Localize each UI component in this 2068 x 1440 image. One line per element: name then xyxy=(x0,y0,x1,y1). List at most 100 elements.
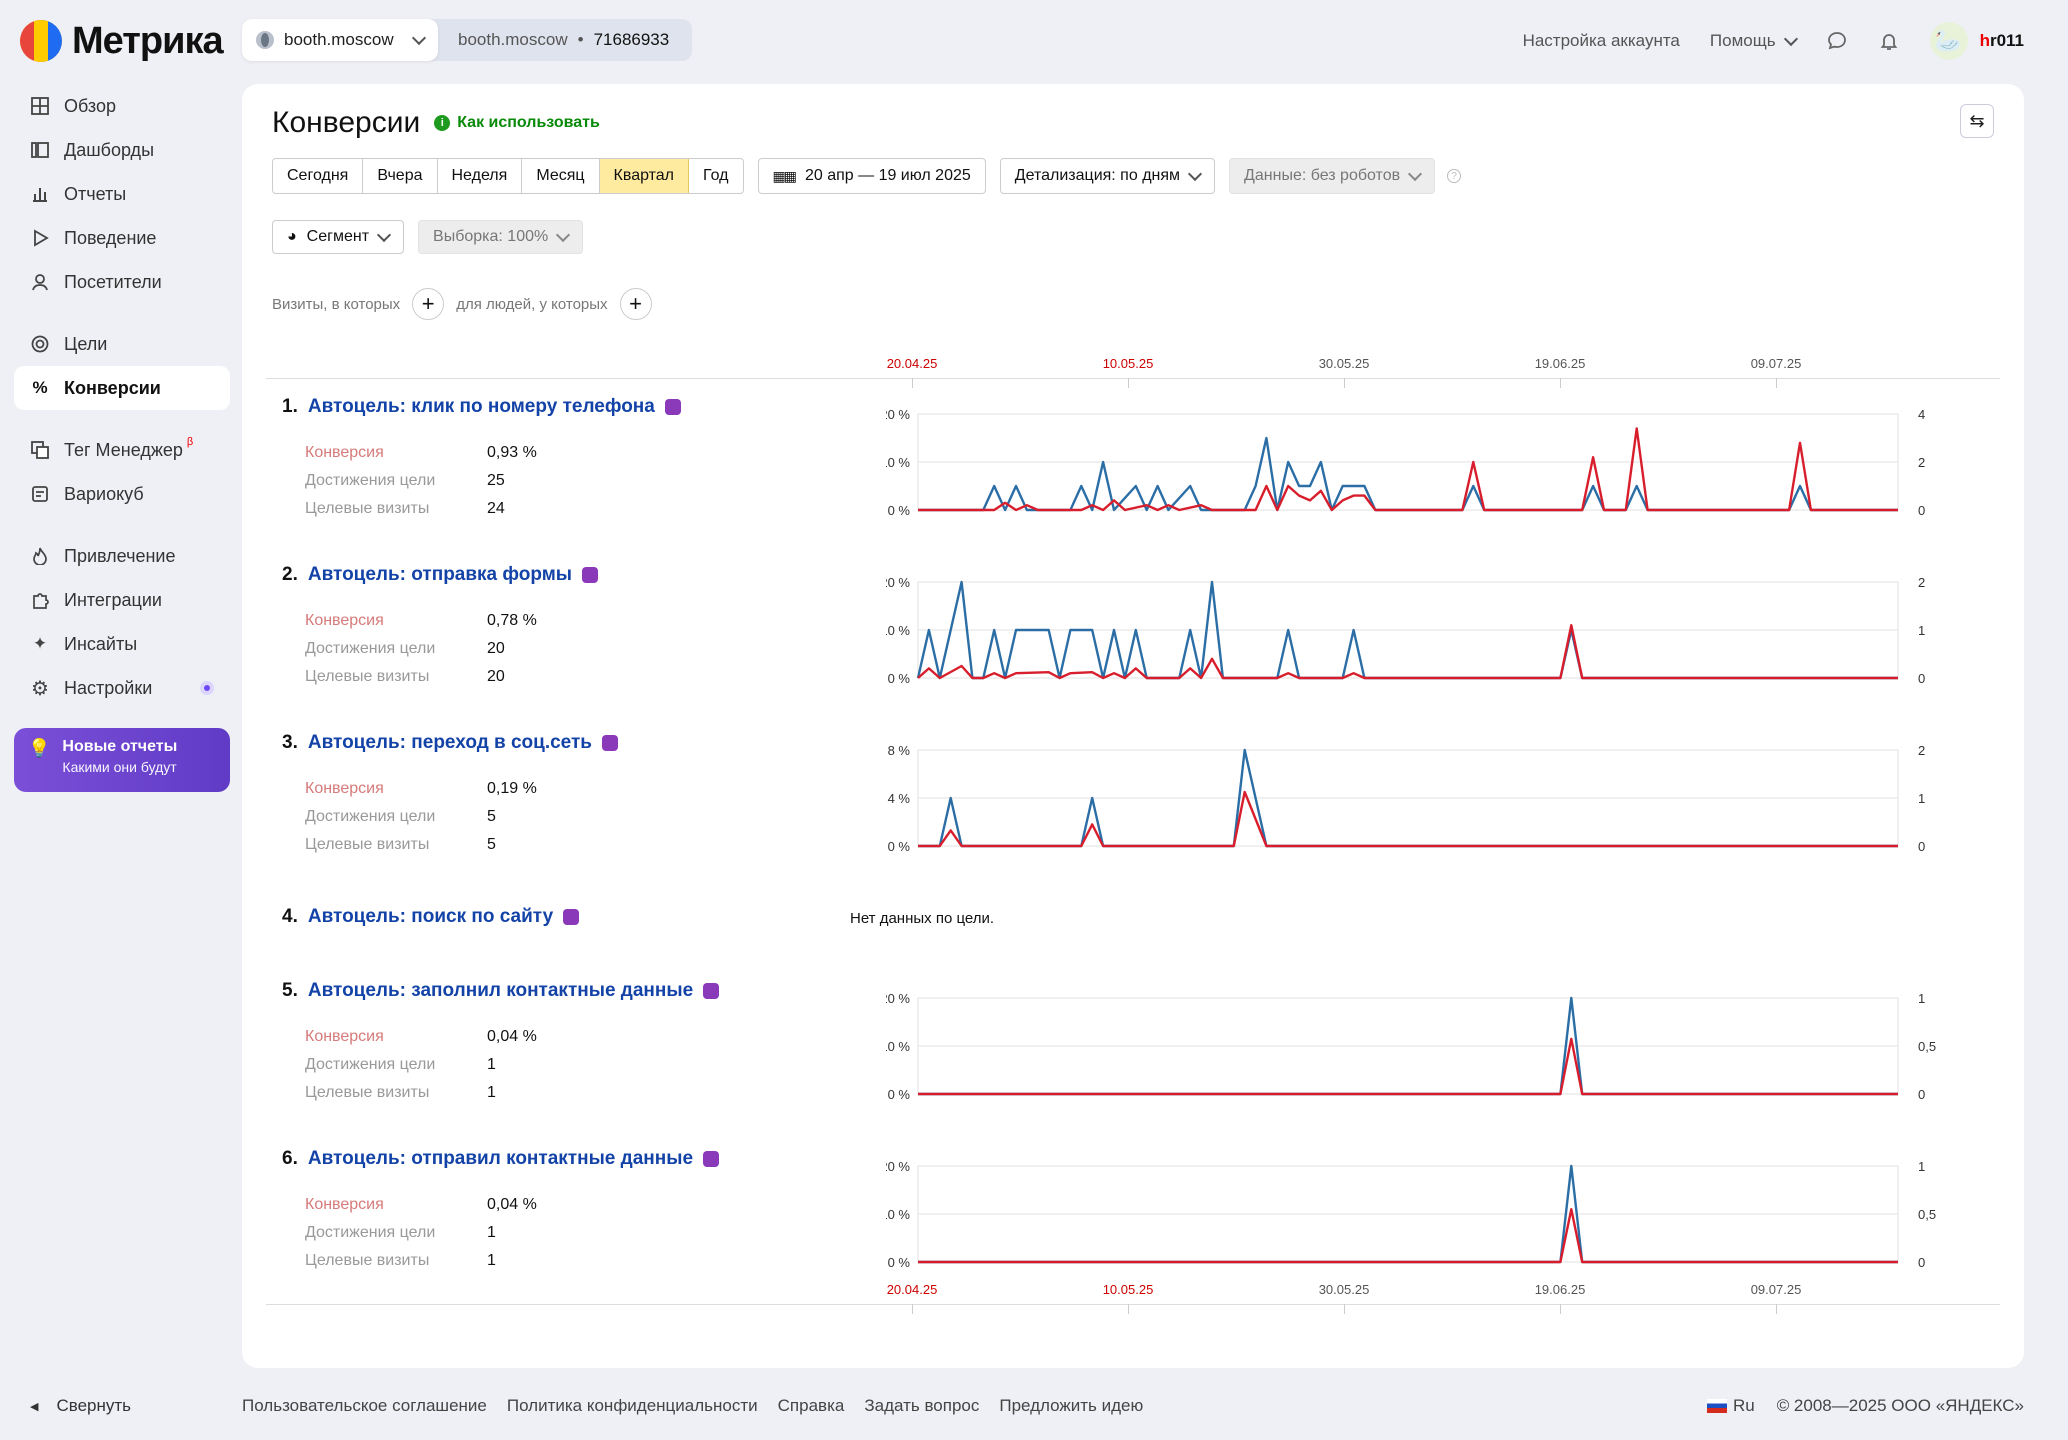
question-icon[interactable]: ? xyxy=(1447,169,1462,183)
footer-link-idea[interactable]: Предложить идею xyxy=(999,1396,1144,1415)
social-icon xyxy=(602,735,618,751)
date-tick-label: 30.05.25 xyxy=(1318,356,1370,371)
right-tick-label: 2 xyxy=(1918,743,1925,758)
counter-separator: • xyxy=(577,30,584,49)
metrika-logo[interactable]: Метрика xyxy=(20,18,224,64)
sidebar-item-overview[interactable]: Обзор xyxy=(14,84,230,128)
goal-title-link[interactable]: 6. Автоцель: отправил контактные данные xyxy=(282,1148,720,1170)
visits-filter-label: Визиты, в которых xyxy=(272,295,401,313)
sidebar-item-acquisition[interactable]: Привлечение xyxy=(14,534,230,578)
sidebar-item-settings[interactable]: ⚙ Настройки xyxy=(14,666,230,710)
date-range-picker[interactable]: ▦▦ 20 апр — 19 июл 2025 xyxy=(757,158,986,194)
period-quarter[interactable]: Квартал xyxy=(599,159,690,193)
tag-manager-icon xyxy=(30,440,50,460)
sidebar-item-insights[interactable]: ✦ Инсайты xyxy=(14,622,230,666)
conversion-series-line xyxy=(917,624,1898,680)
how-to-use-link[interactable]: i Как использовать xyxy=(434,114,600,132)
sidebar: Обзор Дашборды Отчеты Поведение Посетите… xyxy=(14,84,230,792)
metric-label: Целевые визиты xyxy=(305,668,430,685)
goal-title: Автоцель: заполнил контактные данные xyxy=(307,980,694,1001)
conversion-series-line xyxy=(918,1037,1898,1096)
left-tick-label: 0 % xyxy=(888,503,911,518)
sidebar-item-reports[interactable]: Отчеты xyxy=(14,172,230,216)
goal-title-link[interactable]: 3. Автоцель: переход в соц.сеть xyxy=(282,732,618,754)
footer-link-terms[interactable]: Пользовательское соглашение xyxy=(242,1396,487,1415)
goal-title: Автоцель: отправка формы xyxy=(307,564,573,585)
chevron-down-icon xyxy=(376,227,392,242)
sidebar-item-goals[interactable]: Цели xyxy=(14,322,230,366)
footer-link-help[interactable]: Справка xyxy=(777,1396,845,1415)
metric-value-visits: 24 xyxy=(487,500,505,517)
metric-label: Конверсия xyxy=(305,612,384,629)
left-tick-label: 0 % xyxy=(888,1255,911,1270)
account-settings-link[interactable]: Настройка аккаунта xyxy=(1522,31,1680,50)
sidebar-item-label: Инсайты xyxy=(64,633,138,654)
right-tick-label: 0 xyxy=(1918,1087,1925,1102)
period-month[interactable]: Месяц xyxy=(522,159,600,193)
left-tick-label: 0 % xyxy=(888,1087,911,1102)
footer-link-privacy[interactable]: Политика конфиденциальности xyxy=(506,1396,758,1415)
bell-icon[interactable] xyxy=(1878,30,1900,52)
metric-value-achievements: 1 xyxy=(487,1224,496,1241)
sidebar-item-behavior[interactable]: Поведение xyxy=(14,216,230,260)
grid-icon xyxy=(30,96,50,116)
period-week[interactable]: Неделя xyxy=(438,159,523,193)
period-today[interactable]: Сегодня xyxy=(273,159,364,193)
gear-icon: ⚙ xyxy=(31,677,49,700)
date-tick xyxy=(1560,1304,1561,1314)
bar-chart-icon xyxy=(30,184,50,204)
sample-dropdown[interactable]: Выборка: 100% xyxy=(418,220,584,254)
footer-link-ask[interactable]: Задать вопрос xyxy=(864,1396,980,1415)
counter-dropdown[interactable]: booth.moscow xyxy=(242,19,438,61)
date-tick-label: 20.04.25 xyxy=(886,1282,938,1297)
info-icon: i xyxy=(434,115,451,131)
sidebar-item-dashboards[interactable]: Дашборды xyxy=(14,128,230,172)
help-dropdown[interactable]: Помощь xyxy=(1710,31,1798,51)
goal-number: 4. xyxy=(282,906,298,927)
share-icon[interactable]: ⇆ xyxy=(1960,104,1994,138)
detail-dropdown[interactable]: Детализация: по дням xyxy=(999,158,1216,194)
beta-badge: β xyxy=(186,436,194,448)
add-people-condition-button[interactable]: + xyxy=(619,288,652,320)
chat-icon[interactable] xyxy=(1826,30,1848,52)
sidebar-item-label: Цели xyxy=(64,333,108,354)
dashboard-icon xyxy=(30,140,50,160)
segment-label: Сегмент xyxy=(306,228,370,245)
left-tick-label: 10 % xyxy=(886,1207,910,1222)
date-axis-bottom: 20.04.25 10.05.25 30.05.25 19.06.25 09.07.25 xyxy=(266,1278,2000,1314)
date-tick-label: 30.05.25 xyxy=(1318,1282,1370,1297)
lightbulb-icon: 💡 xyxy=(28,738,51,758)
main-content: Конверсии i Как использовать ⇆ Сегодня Вч… xyxy=(242,84,2024,1368)
language-switch[interactable]: Ru xyxy=(1706,1396,1755,1416)
sidebar-item-visitors[interactable]: Посетители xyxy=(14,260,230,304)
date-tick-label: 20.04.25 xyxy=(886,356,938,371)
goal-title-link[interactable]: 2. Автоцель: отправка формы xyxy=(282,564,599,586)
notification-dot xyxy=(200,681,214,695)
data-filter-label: Данные: без роботов xyxy=(1244,167,1401,184)
sidebar-item-integrations[interactable]: Интеграции xyxy=(14,578,230,622)
date-tick xyxy=(912,1304,913,1314)
segment-dropdown[interactable]: ◕ Сегмент xyxy=(272,220,405,254)
period-yesterday[interactable]: Вчера xyxy=(363,159,438,193)
sidebar-item-label: Посетители xyxy=(64,271,162,292)
avatar: 🦢 xyxy=(1929,22,1968,60)
period-year[interactable]: Год xyxy=(703,167,729,184)
counter-info: booth.moscow • 71686933 xyxy=(438,30,669,50)
goal-title-link[interactable]: 5. Автоцель: заполнил контактные данные xyxy=(282,980,720,1002)
goal-number: 6. xyxy=(282,1148,298,1169)
sidebar-item-tag-manager[interactable]: Тег Менеджер β xyxy=(14,428,230,472)
sidebar-item-variocube[interactable]: Вариокуб xyxy=(14,472,230,516)
data-filter-dropdown[interactable]: Данные: без роботов xyxy=(1229,158,1436,194)
sidebar-item-label: Привлечение xyxy=(64,545,176,566)
collapse-sidebar-button[interactable]: ◀ Свернуть xyxy=(30,1396,131,1416)
user-menu[interactable]: 🦢 hr011 xyxy=(1929,22,2024,60)
goal-title-link[interactable]: 1. Автоцель: клик по номеру телефона xyxy=(282,396,681,418)
new-reports-promo[interactable]: 💡 Новые отчеты Какими они будут xyxy=(14,728,230,792)
date-tick-label: 19.06.25 xyxy=(1534,356,1586,371)
metric-value-visits: 1 xyxy=(487,1252,496,1269)
goal-title-link[interactable]: 4. Автоцель: поиск по сайту xyxy=(282,906,580,928)
metric-value-conversion: 0,04 % xyxy=(487,1196,537,1213)
sidebar-item-conversions[interactable]: % Конверсии xyxy=(14,366,230,410)
sidebar-item-label: Поведение xyxy=(64,227,157,248)
add-visit-condition-button[interactable]: + xyxy=(412,288,445,320)
